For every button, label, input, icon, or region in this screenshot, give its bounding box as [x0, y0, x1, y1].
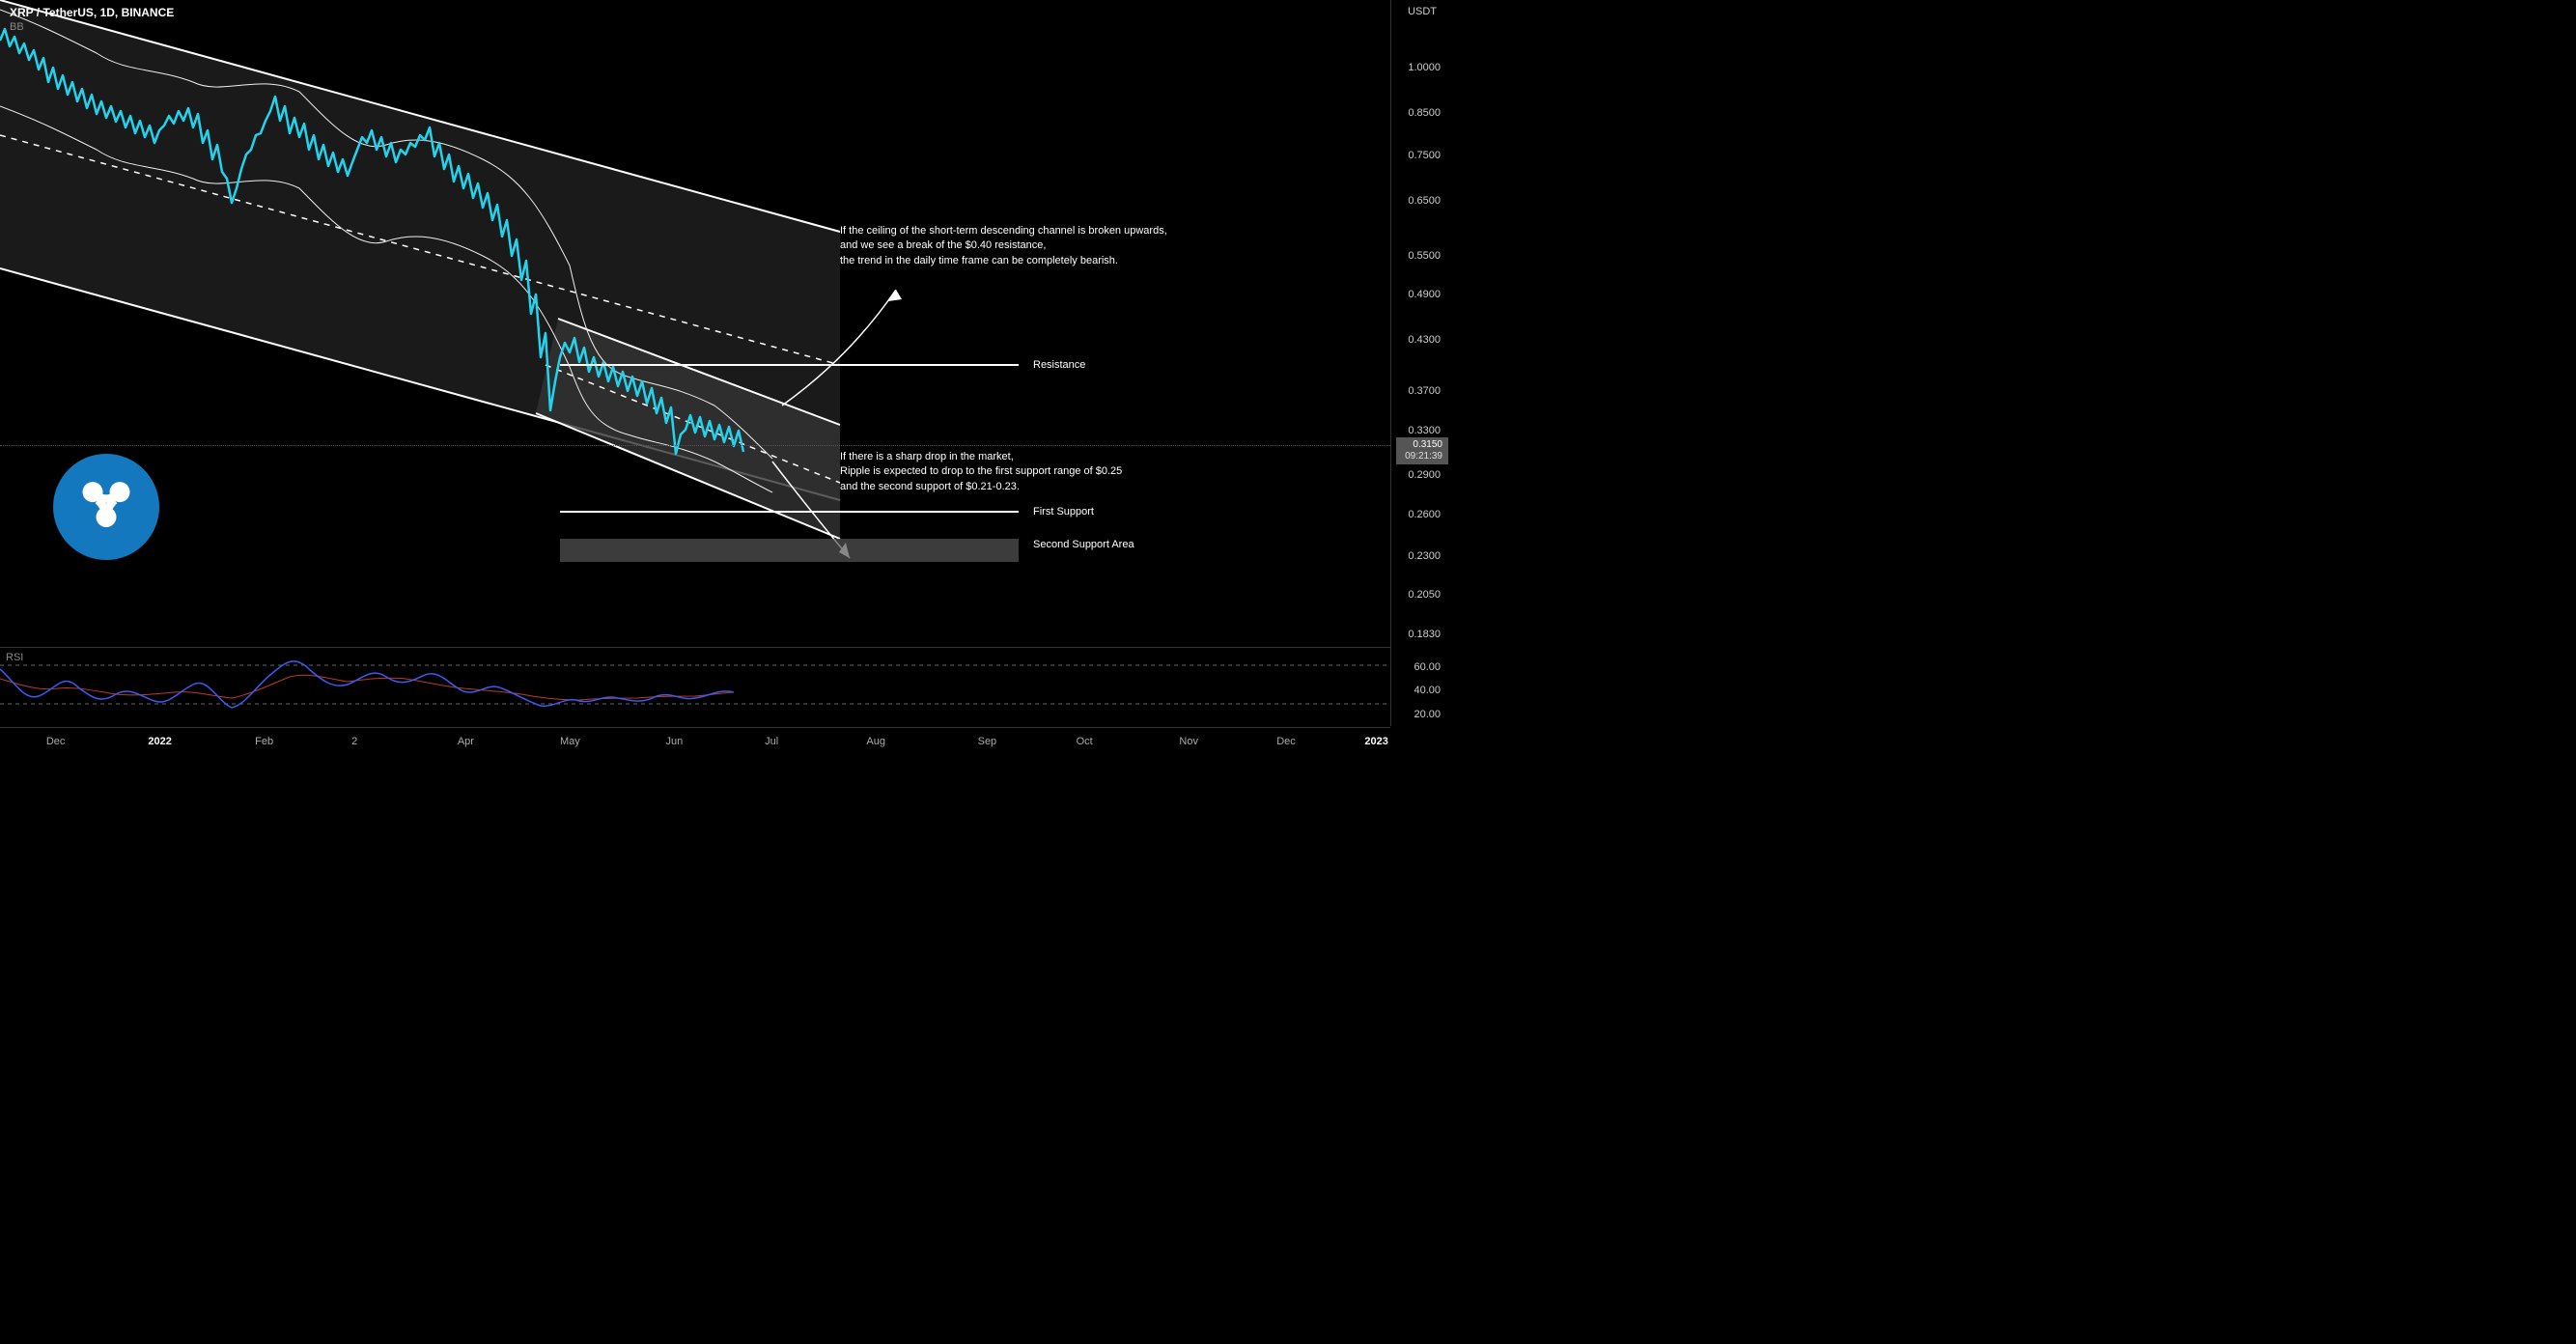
y-tick-label: 0.2600: [1408, 509, 1441, 520]
time-x-axis: Dec 2022 Feb 2 Apr May Jun Jul Aug Sep Oct Nov Dec 20…: [0, 727, 1390, 756]
resistance-label: Resistance: [1033, 359, 1085, 371]
annotation-lower: If there is a sharp drop in the market, …: [840, 450, 1122, 494]
y-tick-label: 0.2050: [1408, 589, 1441, 601]
y-tick-label: 0.4900: [1408, 289, 1441, 300]
chart-title: XRP / TetherUS, 1D, BINANCE: [10, 6, 174, 19]
annotation-upper: If the ceiling of the short-term descend…: [840, 224, 1167, 268]
x-tick-label: May: [560, 736, 580, 747]
x-tick-label: 2: [351, 736, 357, 747]
rsi-tick-label: 60.00: [1414, 661, 1441, 673]
second-support-label: Second Support Area: [1033, 539, 1134, 550]
current-price-line: [0, 445, 1390, 446]
y-tick-label: 1.0000: [1408, 62, 1441, 73]
annotation-upper-line2: and we see a break of the $0.40 resistan…: [840, 238, 1167, 253]
rsi-y-axis: 60.00 40.00 20.00: [1390, 647, 1448, 726]
y-tick-label: 0.2900: [1408, 469, 1441, 481]
y-tick-label: 0.1830: [1408, 629, 1441, 640]
y-tick-label: 0.6500: [1408, 195, 1441, 207]
rsi-tick-label: 20.00: [1414, 709, 1441, 720]
annotation-lower-line3: and the second support of $0.21-0.23.: [840, 480, 1122, 494]
annotation-upper-line3: the trend in the daily time frame can be…: [840, 254, 1167, 268]
x-tick-label: Sep: [978, 736, 997, 747]
x-tick-label: Dec: [1276, 736, 1296, 747]
x-tick-label: 2023: [1364, 736, 1387, 747]
second-support-area: [560, 539, 1019, 562]
current-price-value: 0.3150: [1402, 439, 1442, 451]
x-tick-label: 2022: [148, 736, 171, 747]
y-tick-label: 0.3300: [1408, 425, 1441, 436]
x-tick-label: Jun: [666, 736, 684, 747]
y-tick-label: 0.7500: [1408, 150, 1441, 161]
y-tick-label: 0.2300: [1408, 550, 1441, 562]
current-price-tag: 0.3150 09:21:39: [1396, 437, 1448, 464]
x-tick-label: Apr: [458, 736, 474, 747]
y-tick-label: 0.8500: [1408, 107, 1441, 119]
annotation-lower-line1: If there is a sharp drop in the market,: [840, 450, 1122, 464]
price-y-axis: USDT 1.0000 0.8500 0.7500 0.6500 0.5500 0.490…: [1390, 0, 1448, 647]
y-axis-title: USDT: [1408, 6, 1437, 17]
annotation-upper-line1: If the ceiling of the short-term descend…: [840, 224, 1167, 238]
bb-indicator-label: BB: [10, 21, 24, 33]
x-tick-label: Dec: [46, 736, 66, 747]
y-tick-label: 0.4300: [1408, 334, 1441, 346]
rsi-tick-label: 40.00: [1414, 685, 1441, 696]
countdown-timer: 09:21:39: [1402, 451, 1442, 462]
y-tick-label: 0.3700: [1408, 385, 1441, 397]
x-tick-label: Aug: [866, 736, 885, 747]
x-tick-label: Nov: [1179, 736, 1198, 747]
xrp-logo-icon: [53, 454, 159, 560]
x-tick-label: Feb: [255, 736, 273, 747]
first-support-label: First Support: [1033, 506, 1094, 518]
annotation-lower-line2: Ripple is expected to drop to the first …: [840, 464, 1122, 479]
x-tick-label: Oct: [1077, 736, 1093, 747]
main-chart[interactable]: XRP / TetherUS, 1D, BINANCE BB: [0, 0, 1390, 647]
x-tick-label: Jul: [765, 736, 778, 747]
y-tick-label: 0.5500: [1408, 250, 1441, 262]
rsi-panel[interactable]: RSI: [0, 647, 1390, 726]
